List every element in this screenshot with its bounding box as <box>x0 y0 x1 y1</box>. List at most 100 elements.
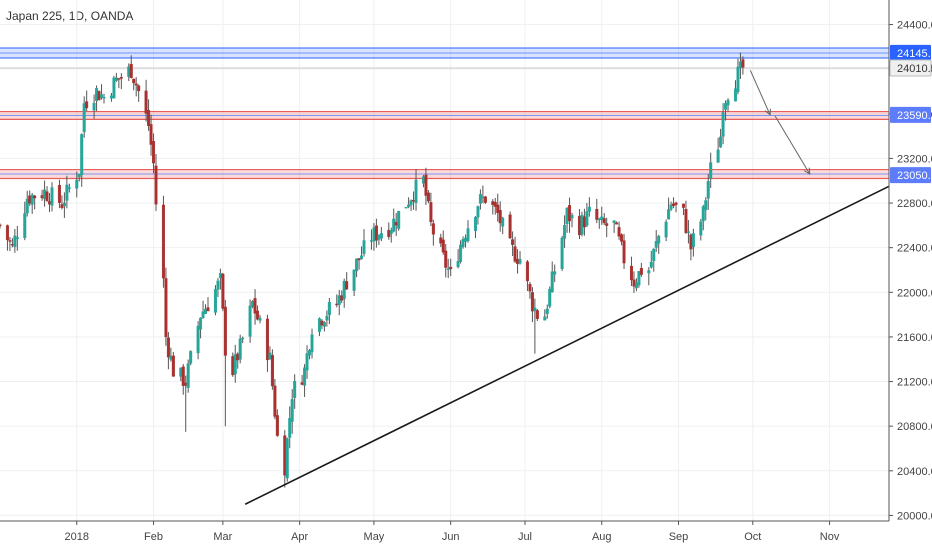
candle-body <box>258 317 262 321</box>
candle-body <box>605 223 609 226</box>
candle <box>560 235 564 272</box>
candle-body <box>0 224 2 227</box>
candle-body <box>464 237 468 242</box>
price-badge-resistance-23590: 23590.7 <box>890 106 932 123</box>
candle-body <box>701 206 705 222</box>
candle-body <box>637 271 641 286</box>
zone-resistance-23590 <box>0 110 889 120</box>
candle <box>508 211 512 239</box>
x-tick-label: Aug <box>592 531 612 543</box>
candle-body <box>352 269 356 291</box>
candle <box>407 197 411 209</box>
candle <box>615 221 619 225</box>
candle <box>275 409 279 437</box>
candle <box>268 346 272 360</box>
candle-body <box>67 187 71 189</box>
candle-body <box>45 191 49 201</box>
candle-body <box>424 174 428 196</box>
candle <box>216 278 220 298</box>
candle <box>431 219 435 246</box>
candle-body <box>241 337 245 340</box>
candle <box>238 334 242 364</box>
candle-body <box>265 318 269 361</box>
candle-body <box>253 298 257 314</box>
candle <box>701 204 705 231</box>
candle-body <box>223 306 227 356</box>
candle <box>719 128 723 148</box>
candle <box>40 189 44 201</box>
candle <box>387 222 391 240</box>
candle <box>585 203 589 228</box>
candle <box>60 195 64 210</box>
candle <box>50 182 54 212</box>
candle <box>620 233 624 246</box>
candle <box>320 319 324 330</box>
candle <box>550 261 554 293</box>
candle-body <box>28 195 32 204</box>
candle <box>525 260 529 291</box>
candle-body <box>518 259 522 264</box>
candle-body <box>251 301 255 307</box>
candle-body <box>622 240 626 264</box>
candle <box>127 63 131 82</box>
candle <box>196 321 200 360</box>
candle <box>704 197 708 221</box>
candle-body <box>669 204 673 210</box>
candle-body <box>231 356 235 376</box>
candles-layer <box>0 52 745 488</box>
candle-body <box>95 88 99 101</box>
candle <box>493 197 497 215</box>
candle <box>374 218 378 248</box>
candle <box>580 211 584 237</box>
candle-body <box>322 322 326 327</box>
candle-body <box>161 204 165 279</box>
candle-body <box>394 222 398 226</box>
candle-body <box>236 353 240 361</box>
candle <box>223 299 227 427</box>
candle-body <box>325 315 329 321</box>
candle-body <box>441 239 445 253</box>
candle-body <box>632 279 636 287</box>
candle-body <box>33 195 37 199</box>
candle <box>669 201 673 212</box>
candle-body <box>473 217 477 232</box>
candle-body <box>374 225 378 241</box>
candle-body <box>736 66 740 92</box>
candle-body <box>580 215 584 235</box>
candle <box>179 367 183 382</box>
candle-body <box>565 208 569 225</box>
candle-body <box>508 214 512 239</box>
candle <box>412 191 416 210</box>
candle <box>377 234 381 245</box>
candle-body <box>377 235 381 240</box>
candle <box>290 389 294 434</box>
candle <box>409 199 413 212</box>
candle-body <box>149 124 153 145</box>
candle-body <box>426 192 430 202</box>
candle <box>134 77 138 97</box>
candle-body <box>308 350 312 356</box>
candle <box>441 230 445 255</box>
candle-body <box>152 141 156 164</box>
candle-body <box>664 221 668 238</box>
x-tick-label: Oct <box>744 531 761 543</box>
candle <box>325 310 329 327</box>
candle-body <box>649 261 653 268</box>
candle <box>322 321 326 332</box>
candle <box>501 216 505 235</box>
candle-body <box>221 273 225 309</box>
candle-body <box>446 268 450 270</box>
candle-body <box>397 210 401 229</box>
candle-body <box>100 94 104 98</box>
candle <box>248 299 252 343</box>
candle <box>164 267 168 346</box>
candle <box>724 100 728 121</box>
candle-body <box>741 59 745 68</box>
candle-body <box>327 302 331 316</box>
candle-body <box>285 438 289 479</box>
candle <box>285 437 289 482</box>
candle <box>201 300 205 319</box>
candle-body <box>429 202 433 223</box>
candle-body <box>672 203 676 206</box>
